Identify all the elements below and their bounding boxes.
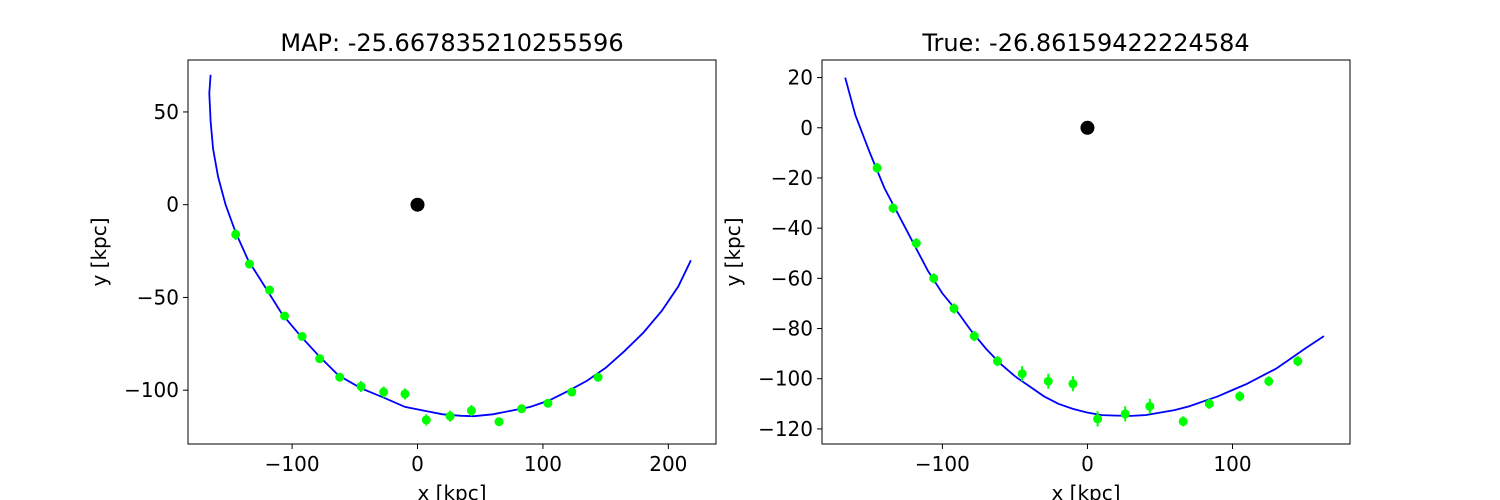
x-tick-label: −100 xyxy=(265,452,320,476)
x-tick-label: −100 xyxy=(915,452,970,476)
data-point xyxy=(421,415,431,425)
x-axis-label: x [kpc] xyxy=(417,481,486,500)
y-tick-label: −100 xyxy=(124,378,179,402)
fit-curve xyxy=(844,77,1325,417)
data-point xyxy=(1145,401,1155,411)
panel-map: MAP: -25.667835210255596 −100 0 100 200 −10… xyxy=(87,29,717,500)
x-axis-label: x [kpc] xyxy=(1051,481,1120,500)
panel-title: MAP: -25.667835210255596 xyxy=(280,29,623,57)
data-point xyxy=(567,387,577,397)
data-point xyxy=(1264,376,1274,386)
fit-curve xyxy=(208,74,692,418)
data-point xyxy=(1043,376,1053,386)
y-tick-label: −80 xyxy=(771,317,813,341)
data-point xyxy=(315,354,325,364)
data-point xyxy=(400,389,410,399)
center-marker xyxy=(1080,120,1095,135)
data-point xyxy=(379,387,389,397)
y-tick-label: −100 xyxy=(758,367,813,391)
center-marker xyxy=(410,197,425,212)
data-point xyxy=(1068,379,1078,389)
y-tick-label: 50 xyxy=(154,100,179,124)
data-point xyxy=(1293,356,1303,366)
data-point xyxy=(244,259,254,269)
y-axis: −100 −50 0 50 xyxy=(124,100,188,402)
data-point xyxy=(1120,409,1130,419)
data-point xyxy=(949,303,959,313)
data-point xyxy=(1178,416,1188,426)
x-tick-label: 0 xyxy=(1081,452,1094,476)
y-tick-label: 20 xyxy=(788,66,813,90)
data-point xyxy=(356,381,366,391)
y-tick-label: −50 xyxy=(137,285,179,309)
plot-area xyxy=(208,74,692,427)
data-point xyxy=(593,372,603,382)
axes-frame xyxy=(821,59,1351,445)
data-point xyxy=(445,411,455,421)
data-point xyxy=(1235,391,1245,401)
y-tick-label: 0 xyxy=(166,193,179,217)
data-point xyxy=(543,398,553,408)
y-axis-label: y [kpc] xyxy=(87,217,111,286)
data-point xyxy=(466,406,476,416)
y-tick-label: −40 xyxy=(771,216,813,240)
data-point xyxy=(1017,369,1027,379)
x-tick-label: 100 xyxy=(1213,452,1251,476)
panel-true: True: -26.86159422224584 −100 0 100 −120−1… xyxy=(721,29,1351,500)
data-point xyxy=(872,163,882,173)
axes-frame xyxy=(187,59,717,445)
data-point xyxy=(265,285,275,295)
y-tick-label: −20 xyxy=(771,166,813,190)
y-axis: −120 −100 −80 −60 −40 −20 0 20 xyxy=(758,66,822,441)
data-point xyxy=(280,311,290,321)
data-point xyxy=(297,331,307,341)
plot-area xyxy=(844,77,1325,427)
data-point xyxy=(1093,414,1103,424)
x-axis: −100 0 100 200 xyxy=(265,444,687,476)
data-point xyxy=(517,404,527,414)
data-point xyxy=(494,417,504,427)
panel-title: True: -26.86159422224584 xyxy=(921,29,1249,57)
y-tick-label: −120 xyxy=(758,417,813,441)
data-point xyxy=(888,203,898,213)
data-point xyxy=(1204,399,1214,409)
x-tick-label: 0 xyxy=(411,452,424,476)
data-point xyxy=(231,229,241,239)
x-tick-label: 200 xyxy=(649,452,687,476)
y-axis-label: y [kpc] xyxy=(721,217,745,286)
data-point xyxy=(929,273,939,283)
data-point xyxy=(911,238,921,248)
y-tick-label: −60 xyxy=(771,266,813,290)
data-point xyxy=(969,331,979,341)
x-axis: −100 0 100 xyxy=(915,444,1252,476)
data-point xyxy=(993,356,1003,366)
data-point xyxy=(335,372,345,382)
x-tick-label: 100 xyxy=(524,452,562,476)
y-tick-label: 0 xyxy=(800,116,813,140)
